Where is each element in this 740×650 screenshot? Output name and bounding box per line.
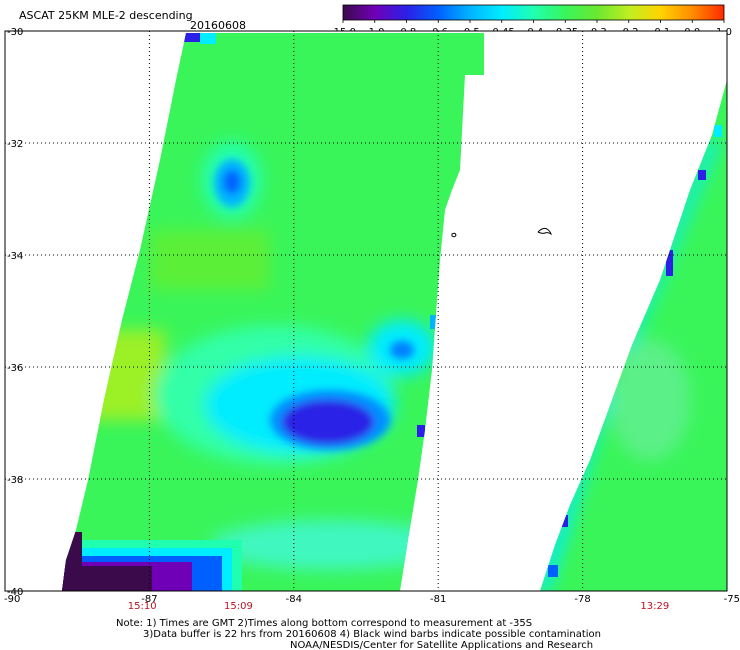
right-edge-blue-3 [560, 515, 568, 527]
longitude-label: -87 [141, 594, 157, 605]
low-core [282, 400, 374, 444]
east-eye [390, 341, 414, 359]
latitude-label: -36 [7, 363, 23, 374]
longitude-label: -78 [574, 594, 590, 605]
latitude-label: -40 [7, 587, 23, 598]
right-aqua-patch [610, 340, 690, 460]
nw-edge-blue [184, 33, 202, 42]
latitude-label: -38 [7, 475, 23, 486]
longitude-label: -75 [724, 594, 740, 605]
footer-credit: NOAA/NESDIS/Center for Satellite Applica… [290, 640, 593, 650]
latitude-label: -32 [7, 139, 23, 150]
latitude-label: -34 [7, 251, 23, 262]
right-edge-blue-4 [548, 565, 558, 577]
colorbar-ramp [342, 4, 725, 21]
date-label: 20160608 [190, 19, 246, 32]
island-outline [451, 232, 457, 238]
longitude-labels: -90 -87 -84 -81 -78 -75 [4, 594, 740, 605]
coast-fragment [537, 227, 552, 236]
pass-time-label: 15:09 [224, 601, 253, 612]
longitude-label: -81 [430, 594, 446, 605]
north-eye [223, 170, 241, 194]
longitude-label: -84 [286, 594, 302, 605]
latitude-label: -30 [7, 27, 23, 38]
product-title: ASCAT 25KM MLE-2 descending [19, 9, 193, 22]
plot-frame [4, 30, 728, 592]
sw-corner-dark-2 [62, 566, 152, 591]
nw-edge-cyan [200, 33, 216, 44]
right-edge-cyan-5 [714, 125, 722, 137]
pass-time-label: 15:10 [128, 601, 157, 612]
cyan-band-south [210, 520, 450, 570]
right-edge-blue-2 [666, 250, 673, 276]
longitude-label: -90 [4, 594, 20, 605]
light-green-patch [150, 230, 270, 290]
east-edge-blue-2 [417, 425, 425, 437]
latitude-labels: -30 -32 -34 -36 -38 -40 [7, 27, 23, 598]
right-edge-blue-1 [698, 170, 706, 180]
time-labels: 15:10 15:09 13:29 [128, 601, 669, 612]
lat-lon-grid [5, 31, 727, 591]
footer-note-line-1: Note: 1) Times are GMT 2)Times along bot… [116, 618, 532, 629]
pass-time-label: 13:29 [640, 601, 669, 612]
footer-note-line-2: 3)Data buffer is 22 hrs from 20160608 4)… [143, 629, 601, 640]
